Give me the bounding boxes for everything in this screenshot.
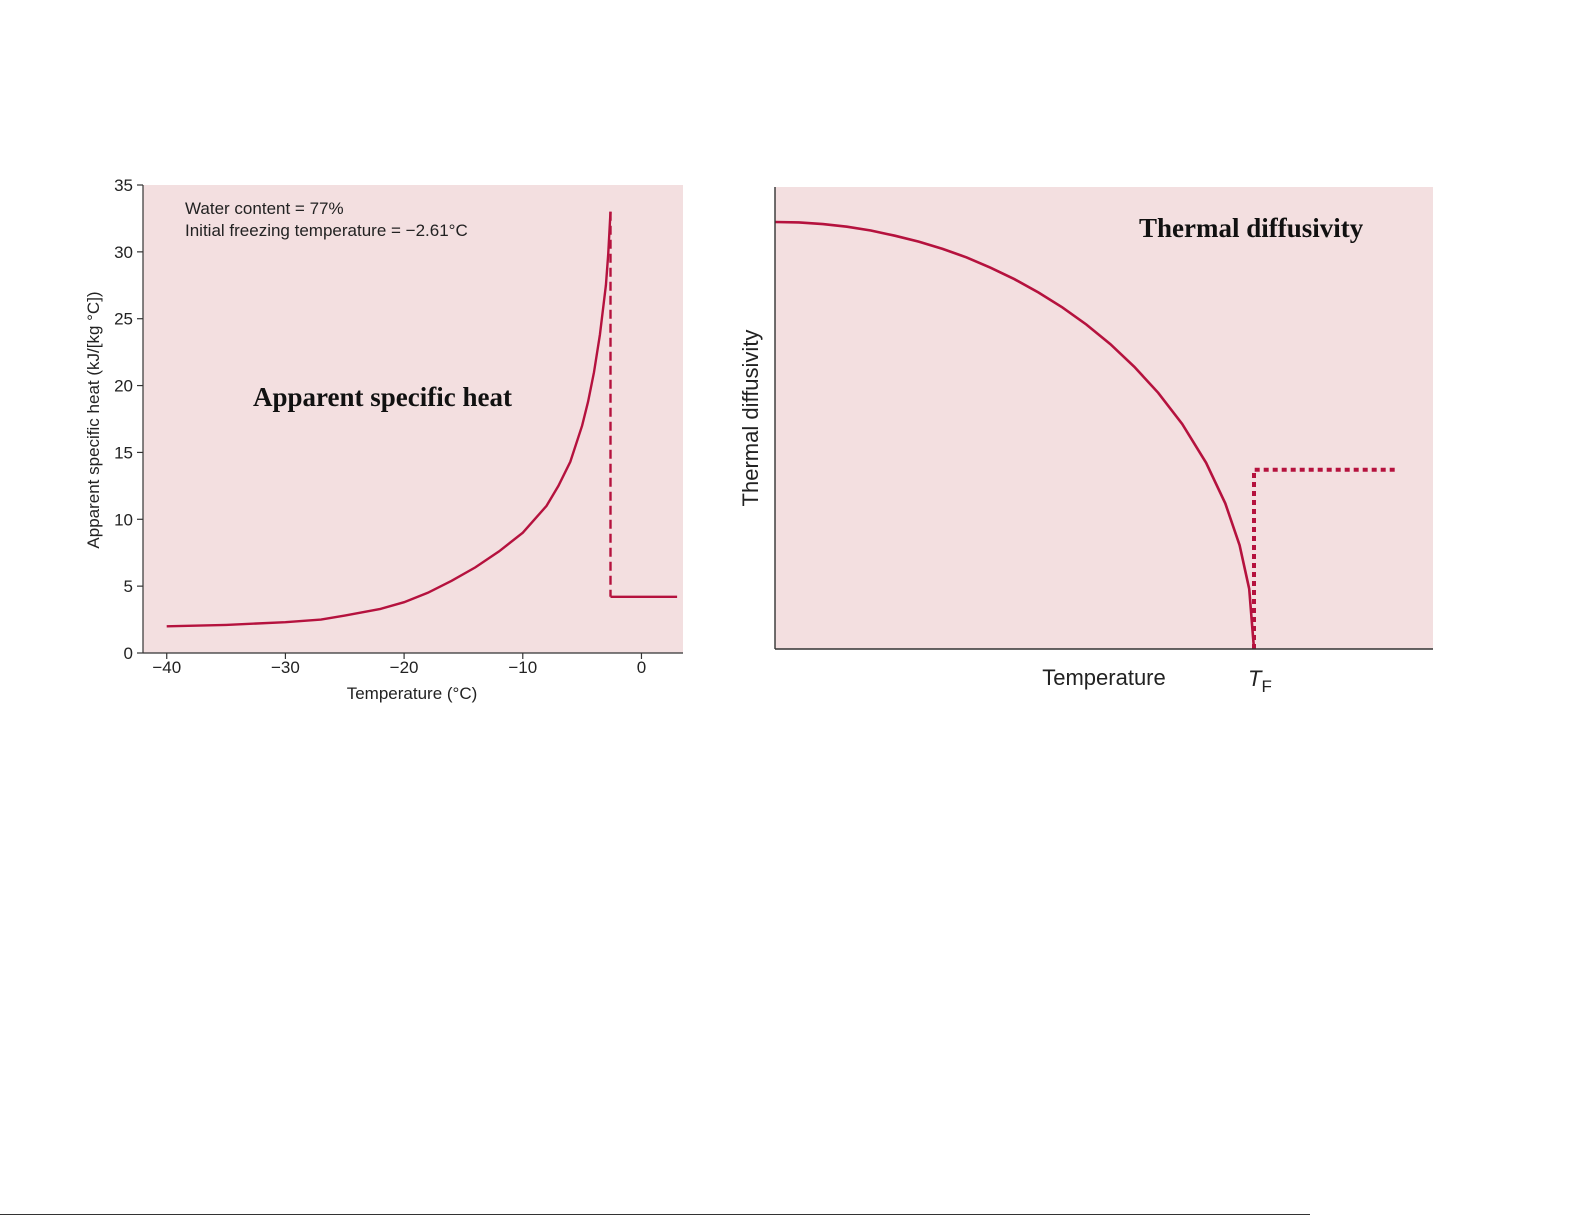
freezing-point-symbol: T [1248, 666, 1263, 691]
y-tick-label: 35 [114, 176, 133, 195]
y-tick-label: 5 [124, 577, 133, 596]
y-axis-title: Apparent specific heat (kJ/[kg °C]) [84, 291, 103, 548]
x-axis-title: Temperature (°C) [347, 684, 478, 703]
x-ticks: −40 −30 −20 −10 0 [152, 653, 646, 677]
chart-title: Apparent specific heat [253, 382, 512, 412]
y-ticks: 0 5 10 15 20 25 30 35 [114, 176, 143, 663]
y-axis-title: Thermal diffusivity [738, 330, 763, 507]
x-tick-label: 0 [637, 658, 646, 677]
series-line-1 [774, 220, 1256, 650]
x-tick-label: −40 [152, 658, 181, 677]
apparent-specific-heat-chart: 0 5 10 15 20 25 30 35 −40 −30 −20 −10 0 Water conte… [84, 176, 683, 703]
annotation-water-content: Water content = 77% [185, 199, 344, 218]
y-tick-label: 20 [114, 377, 133, 396]
y-tick-label: 0 [124, 644, 133, 663]
y-tick-label: 10 [114, 510, 133, 529]
plot-background [775, 187, 1433, 649]
x-tick-label: −30 [271, 658, 300, 677]
freezing-point-subscript: F [1261, 677, 1271, 696]
y-tick-label: 15 [114, 443, 133, 462]
freezing-point-marker-label: TF [1248, 666, 1272, 696]
plot-background [143, 185, 683, 653]
annotation-freezing-temperature: Initial freezing temperature = −2.61°C [185, 221, 468, 240]
x-tick-label: −20 [390, 658, 419, 677]
x-tick-label: −10 [508, 658, 537, 677]
y-tick-label: 30 [114, 243, 133, 262]
x-axis-title: Temperature [1042, 665, 1166, 690]
series-group [774, 220, 1398, 650]
page-bottom-rule [0, 1214, 1310, 1215]
chart-title: Thermal diffusivity [1139, 213, 1364, 243]
y-tick-label: 25 [114, 310, 133, 329]
series-group [166, 211, 678, 628]
thermal-diffusivity-chart: Thermal diffusivity Temperature Thermal … [738, 187, 1433, 696]
series-line-1 [166, 211, 612, 628]
